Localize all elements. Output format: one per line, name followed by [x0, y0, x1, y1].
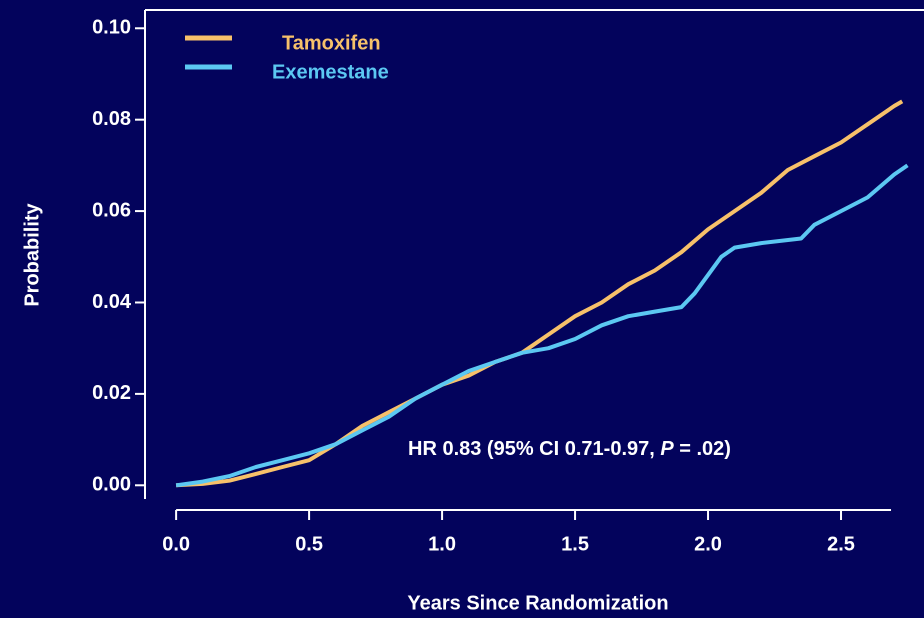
x-tick-label: 0.5: [295, 533, 323, 555]
x-tick-label: 0.0: [162, 533, 190, 555]
legend-label: Tamoxifen: [282, 32, 381, 54]
legend-label: Exemestane: [272, 61, 389, 83]
y-tick-label: 0.02: [92, 382, 131, 404]
x-tick-label: 1.5: [561, 533, 589, 555]
series-line: [175, 163, 909, 488]
annotation-part: P: [660, 438, 674, 460]
annotation: HR 0.83 (95% CI 0.71-0.97, P = .02): [408, 438, 731, 460]
y-tick-label: 0.06: [92, 199, 131, 221]
y-axis-label: Probability: [21, 202, 43, 306]
annotation-part: HR 0.83 (95% CI 0.71-0.97,: [408, 438, 660, 460]
x-tick-label: 2.0: [694, 533, 722, 555]
x-axis-label: Years Since Randomization: [407, 592, 668, 614]
y-tick-label: 0.10: [92, 17, 131, 39]
y-tick-label: 0.08: [92, 108, 131, 130]
x-tick-label: 2.5: [827, 533, 855, 555]
x-tick-label: 1.0: [428, 533, 456, 555]
series-line: [175, 99, 904, 488]
annotation-part: = .02): [674, 438, 731, 460]
y-tick-label: 0.00: [92, 474, 131, 496]
y-tick-label: 0.04: [92, 291, 132, 313]
